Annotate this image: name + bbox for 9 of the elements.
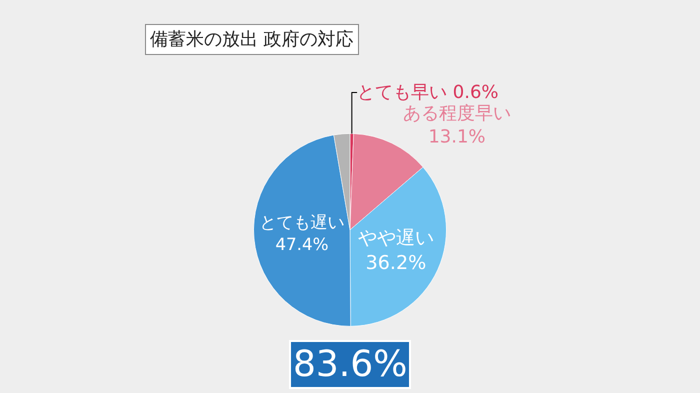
slice-label: とても早い 0.6%	[357, 82, 499, 103]
slice-label: とても遅い	[259, 212, 344, 232]
text: 83.6%	[293, 344, 408, 385]
slice-label: やや遅い	[358, 227, 434, 250]
data-label: 13.1%	[428, 126, 486, 148]
data-label: 36.2%	[366, 252, 426, 274]
chart-title: 備蓄米の放出 政府の対応	[150, 29, 354, 50]
data-label: 47.4%	[275, 234, 329, 254]
slice-label: ある程度早い	[402, 102, 511, 124]
